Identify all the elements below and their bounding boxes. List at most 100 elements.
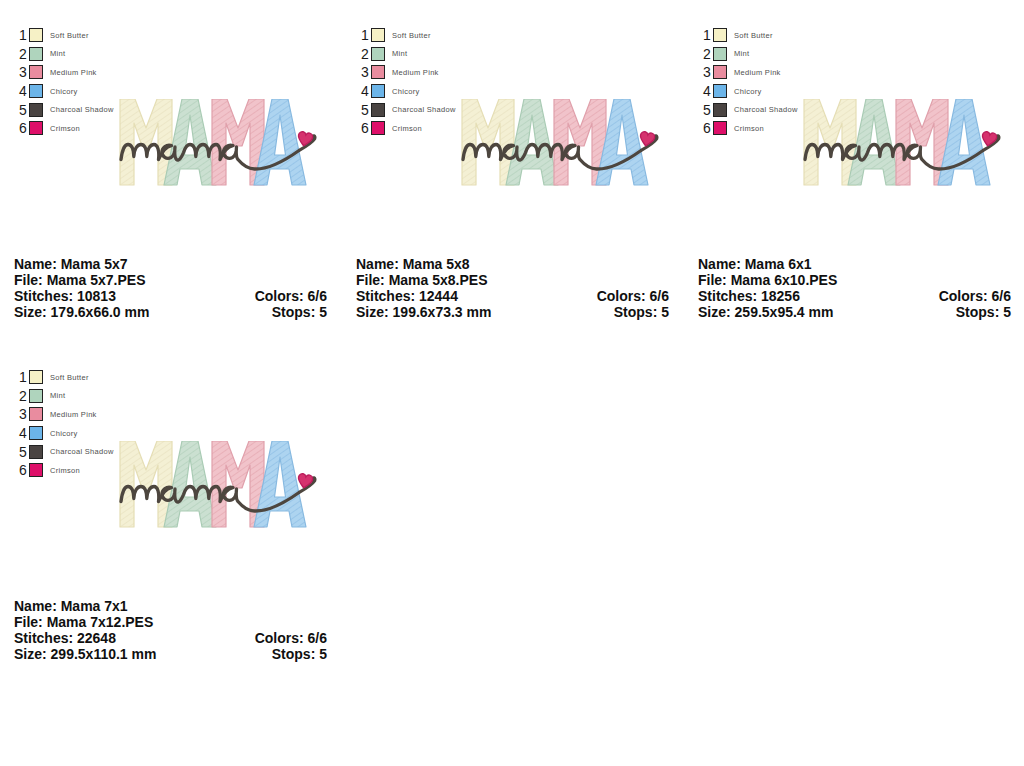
legend-row: 2 Mint <box>361 45 456 64</box>
thread-number: 6 <box>703 120 712 136</box>
design-info: Name: Mama 6x1 File: Mama 6x10.PES Stitc… <box>698 256 1011 320</box>
thread-color-name: Soft Butter <box>50 31 89 40</box>
legend-row: 5 Charcoal Shadow <box>19 100 114 119</box>
thread-color-swatch <box>713 121 727 135</box>
thread-color-name: Crimson <box>734 124 764 133</box>
thread-color-name: Chicory <box>392 87 420 96</box>
legend-row: 5 Charcoal Shadow <box>361 100 456 119</box>
thread-number: 5 <box>19 444 28 460</box>
thread-color-legend: 1 Soft Butter 2 Mint 3 Medium Pink 4 Chi… <box>19 26 114 138</box>
thread-number: 6 <box>361 120 370 136</box>
thread-number: 2 <box>19 46 28 62</box>
thread-number: 5 <box>703 102 712 118</box>
thread-color-swatch <box>29 426 43 440</box>
block-letter-m1 <box>120 99 172 185</box>
thread-color-name: Chicory <box>50 429 78 438</box>
thread-color-name: Charcoal Shadow <box>392 105 456 114</box>
name-line: Name: Mama 5x8 <box>356 256 470 272</box>
thread-number: 6 <box>19 120 28 136</box>
name-line: Name: Mama 6x1 <box>698 256 812 272</box>
thread-color-name: Mint <box>734 49 749 58</box>
block-letter-m1 <box>462 99 514 185</box>
thread-color-name: Crimson <box>50 124 80 133</box>
thread-color-swatch <box>29 47 43 61</box>
file-line: File: Mama 6x10.PES <box>698 272 837 288</box>
legend-row: 1 Soft Butter <box>19 368 114 387</box>
stitches-line: Stitches: 12444 <box>356 288 458 304</box>
thread-number: 6 <box>19 462 28 478</box>
thread-number: 1 <box>703 27 712 43</box>
thread-color-swatch <box>371 121 385 135</box>
thread-color-legend: 1 Soft Butter 2 Mint 3 Medium Pink 4 Chi… <box>703 26 798 138</box>
thread-color-name: Medium Pink <box>50 68 97 77</box>
thread-number: 4 <box>19 425 28 441</box>
thread-color-swatch <box>29 84 43 98</box>
colors-line: Colors: 6/6 <box>255 288 327 304</box>
thread-number: 5 <box>19 102 28 118</box>
stitches-line: Stitches: 10813 <box>14 288 116 304</box>
thread-color-legend: 1 Soft Butter 2 Mint 3 Medium Pink 4 Chi… <box>19 368 114 480</box>
stitches-line: Stitches: 22648 <box>14 630 116 646</box>
thread-color-name: Soft Butter <box>50 373 89 382</box>
block-letter-m1 <box>120 441 172 527</box>
thread-color-name: Mint <box>50 49 65 58</box>
stops-line: Stops: 5 <box>272 646 327 662</box>
thread-color-swatch <box>29 103 43 117</box>
thread-number: 5 <box>361 102 370 118</box>
block-word-mama <box>462 99 648 185</box>
mama-design-preview <box>118 99 330 189</box>
thread-color-name: Soft Butter <box>392 31 431 40</box>
thread-color-name: Chicory <box>734 87 762 96</box>
thread-color-name: Crimson <box>392 124 422 133</box>
thread-color-swatch <box>29 121 43 135</box>
thread-color-swatch <box>713 65 727 79</box>
thread-color-swatch <box>29 370 43 384</box>
thread-color-name: Mint <box>392 49 407 58</box>
block-letter-m1 <box>804 99 856 185</box>
legend-row: 3 Medium Pink <box>703 63 798 82</box>
legend-row: 4 Chicory <box>19 424 114 443</box>
thread-color-swatch <box>371 28 385 42</box>
legend-row: 6 Crimson <box>19 119 114 138</box>
file-line: File: Mama 5x8.PES <box>356 272 488 288</box>
thread-color-name: Crimson <box>50 466 80 475</box>
legend-row: 3 Medium Pink <box>19 405 114 424</box>
legend-row: 3 Medium Pink <box>361 63 456 82</box>
design-panel: 1 Soft Butter 2 Mint 3 Medium Pink 4 Chi… <box>342 0 683 342</box>
thread-number: 3 <box>703 64 712 80</box>
legend-row: 4 Chicory <box>19 82 114 101</box>
thread-number: 4 <box>703 83 712 99</box>
stops-line: Stops: 5 <box>614 304 669 320</box>
stops-line: Stops: 5 <box>272 304 327 320</box>
thread-color-name: Charcoal Shadow <box>50 105 114 114</box>
thread-color-name: Charcoal Shadow <box>50 447 114 456</box>
design-info: Name: Mama 5x8 File: Mama 5x8.PES Stitch… <box>356 256 669 320</box>
legend-row: 1 Soft Butter <box>19 26 114 45</box>
thread-color-swatch <box>713 84 727 98</box>
legend-row: 2 Mint <box>703 45 798 64</box>
thread-color-swatch <box>371 47 385 61</box>
size-line: Size: 199.6x73.3 mm <box>356 304 491 320</box>
block-word-mama <box>120 441 306 527</box>
thread-number: 2 <box>19 388 28 404</box>
thread-color-swatch <box>713 103 727 117</box>
design-panel: 1 Soft Butter 2 Mint 3 Medium Pink 4 Chi… <box>0 0 341 342</box>
stitches-line: Stitches: 18256 <box>698 288 800 304</box>
thread-color-name: Medium Pink <box>734 68 781 77</box>
design-panel: 1 Soft Butter 2 Mint 3 Medium Pink 4 Chi… <box>0 342 341 684</box>
legend-row: 1 Soft Butter <box>703 26 798 45</box>
thread-number: 1 <box>19 369 28 385</box>
legend-row: 4 Chicory <box>703 82 798 101</box>
thread-number: 1 <box>19 27 28 43</box>
thread-color-swatch <box>29 463 43 477</box>
name-line: Name: Mama 5x7 <box>14 256 128 272</box>
thread-color-name: Charcoal Shadow <box>734 105 798 114</box>
thread-number: 1 <box>361 27 370 43</box>
thread-color-swatch <box>29 28 43 42</box>
size-line: Size: 259.5x95.4 mm <box>698 304 833 320</box>
name-line: Name: Mama 7x1 <box>14 598 128 614</box>
legend-row: 4 Chicory <box>361 82 456 101</box>
thread-color-swatch <box>29 65 43 79</box>
legend-row: 5 Charcoal Shadow <box>19 442 114 461</box>
thread-number: 2 <box>703 46 712 62</box>
